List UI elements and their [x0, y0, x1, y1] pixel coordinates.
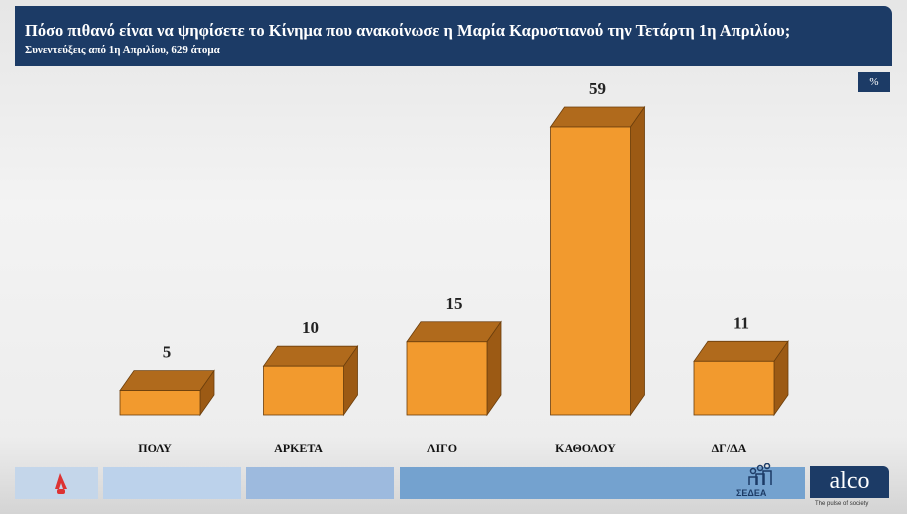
- data-label: 15: [446, 294, 463, 313]
- category-label: ΛΙΓΟ: [427, 441, 457, 455]
- chart-subtitle: Συνεντεύξεις από 1η Απριλίου, 629 άτομα: [25, 44, 220, 56]
- bar-top: [119, 370, 215, 391]
- bar-side: [630, 105, 645, 417]
- alpha-logo-panel: [15, 467, 98, 499]
- footer-segment: [103, 467, 241, 499]
- sedea-people-icon: [748, 463, 772, 485]
- footer-segment: [246, 467, 394, 499]
- bar-0: [119, 390, 201, 416]
- unit-badge: %: [858, 72, 890, 92]
- bar-3: [550, 126, 631, 416]
- category-label: ΔΓ/ΔΑ: [712, 441, 747, 455]
- category-label: ΠΟΛΥ: [138, 441, 172, 455]
- alpha-logo-icon: [55, 473, 67, 494]
- bar-top: [693, 340, 789, 362]
- bar-top: [549, 106, 646, 128]
- data-label: 59: [589, 79, 606, 98]
- data-label: 10: [302, 318, 319, 337]
- chart-header: Πόσο πιθανό είναι να ψηφίσετε το Κίνημα …: [15, 6, 892, 66]
- bar-1: [263, 365, 344, 416]
- category-label: ΑΡΚΕΤΑ: [274, 441, 323, 455]
- bar-top: [406, 321, 502, 343]
- footer-segment: [400, 467, 805, 499]
- bar-2: [406, 341, 488, 416]
- alco-logo: alco: [810, 466, 889, 498]
- data-label: 5: [163, 343, 172, 362]
- bar-top: [262, 345, 359, 367]
- bar-4: [693, 360, 775, 416]
- data-label: 11: [733, 313, 749, 332]
- category-label: ΚΑΘΟΛΟΥ: [555, 441, 616, 455]
- sedea-logo: ΣΕΔΕΑ: [736, 488, 767, 498]
- chart-title: Πόσο πιθανό είναι να ψηφίσετε το Κίνημα …: [25, 21, 791, 40]
- alco-tagline: The pulse of society: [815, 501, 869, 507]
